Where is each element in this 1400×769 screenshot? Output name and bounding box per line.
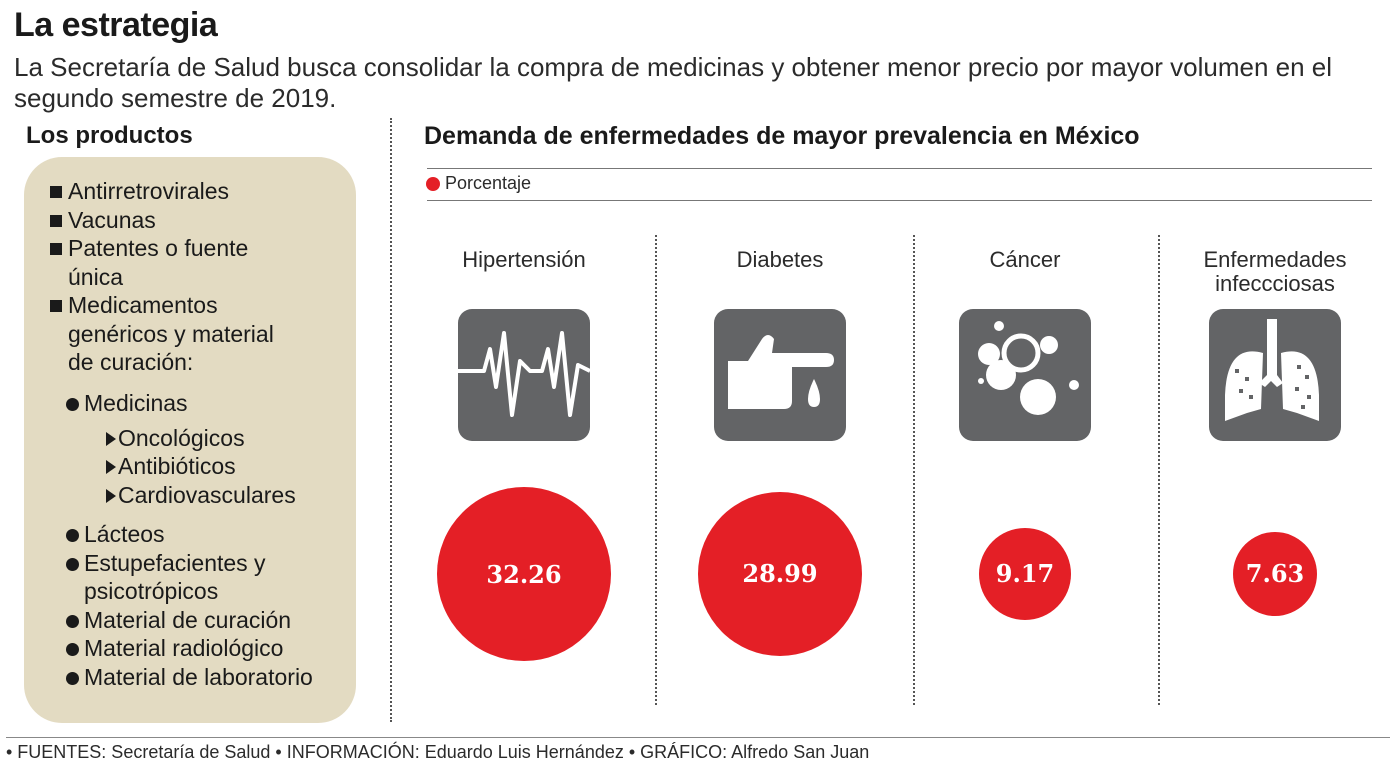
square-bullet-icon bbox=[50, 300, 62, 312]
column-divider bbox=[1158, 235, 1160, 705]
product-subitem: Lácteos bbox=[84, 521, 165, 547]
square-bullet-icon bbox=[50, 243, 62, 255]
value-bubble: 32.26 bbox=[437, 487, 611, 661]
dot-bullet-icon bbox=[66, 614, 79, 628]
value-bubble: 9.17 bbox=[978, 527, 1072, 621]
column-divider bbox=[913, 235, 915, 705]
footer-rule bbox=[6, 737, 1390, 738]
product-item: Vacunas bbox=[68, 206, 156, 233]
bubble-value-label: 28.99 bbox=[742, 559, 818, 589]
footer-credits: • FUENTES: Secretaría de Salud • INFORMA… bbox=[6, 742, 870, 762]
category-label: Cáncer bbox=[989, 247, 1061, 272]
product-item: de curación: bbox=[68, 349, 194, 375]
finger-drop-icon bbox=[714, 309, 846, 441]
category-label: Enfermedades infeccciosas bbox=[1203, 247, 1347, 296]
products-panel bbox=[24, 157, 356, 723]
legend-bottom-rule bbox=[427, 200, 1372, 201]
dot-bullet-icon bbox=[66, 671, 79, 685]
product-item: Medicamentos bbox=[68, 292, 218, 318]
page-title: La estrategia bbox=[14, 6, 218, 44]
products-heading: Los productos bbox=[26, 122, 193, 149]
bubble-value-label: 9.17 bbox=[995, 559, 1055, 589]
product-subitem: Medicinas bbox=[84, 389, 188, 416]
page-subtitle: La Secretaría de Salud busca consolidar … bbox=[14, 52, 1333, 113]
product-item: genéricos y material bbox=[68, 320, 274, 347]
product-subsubitem: Antibióticos bbox=[118, 453, 236, 479]
panel-divider bbox=[390, 118, 392, 722]
dot-bullet-icon bbox=[66, 529, 79, 542]
product-subitem: Material de curación bbox=[84, 606, 292, 633]
value-bubble: 28.99 bbox=[697, 491, 863, 657]
bubble-value-label: 32.26 bbox=[486, 559, 562, 589]
column-divider bbox=[655, 235, 657, 705]
value-bubble: 7.63 bbox=[1232, 531, 1318, 617]
cells-icon bbox=[959, 309, 1091, 441]
triangle-bullet-icon bbox=[106, 460, 116, 474]
product-subitem: Material radiológico bbox=[84, 635, 284, 661]
dot-bullet-icon bbox=[66, 643, 79, 656]
legend-label: Porcentaje bbox=[445, 173, 532, 193]
square-bullet-icon bbox=[50, 214, 62, 227]
lungs-icon bbox=[1209, 309, 1341, 441]
dot-bullet-icon bbox=[66, 557, 79, 571]
legend-top-rule bbox=[427, 168, 1372, 169]
category-label: Diabetes bbox=[736, 247, 824, 272]
product-subitem: Material de laboratorio bbox=[84, 663, 313, 690]
product-subsubitem: Oncológicos bbox=[118, 424, 245, 451]
product-subitem: Estupefacientes y bbox=[84, 549, 266, 576]
dot-bullet-icon bbox=[66, 397, 79, 411]
product-item: Antirretrovirales bbox=[68, 178, 230, 204]
heartbeat-icon bbox=[458, 309, 591, 441]
legend-swatch bbox=[426, 177, 440, 191]
product-item: única bbox=[68, 263, 123, 290]
product-item: Patentes o fuente bbox=[68, 235, 249, 261]
category-label: Hipertensión bbox=[462, 247, 586, 272]
bubble-value-label: 7.63 bbox=[1245, 559, 1305, 589]
triangle-bullet-icon bbox=[106, 488, 116, 503]
product-subitem: psicotrópicos bbox=[84, 578, 219, 604]
product-subsubitem: Cardiovasculares bbox=[118, 481, 296, 508]
chart-title: Demanda de enfermedades de mayor prevale… bbox=[424, 122, 1140, 150]
square-bullet-icon bbox=[50, 186, 62, 198]
triangle-bullet-icon bbox=[106, 431, 116, 446]
